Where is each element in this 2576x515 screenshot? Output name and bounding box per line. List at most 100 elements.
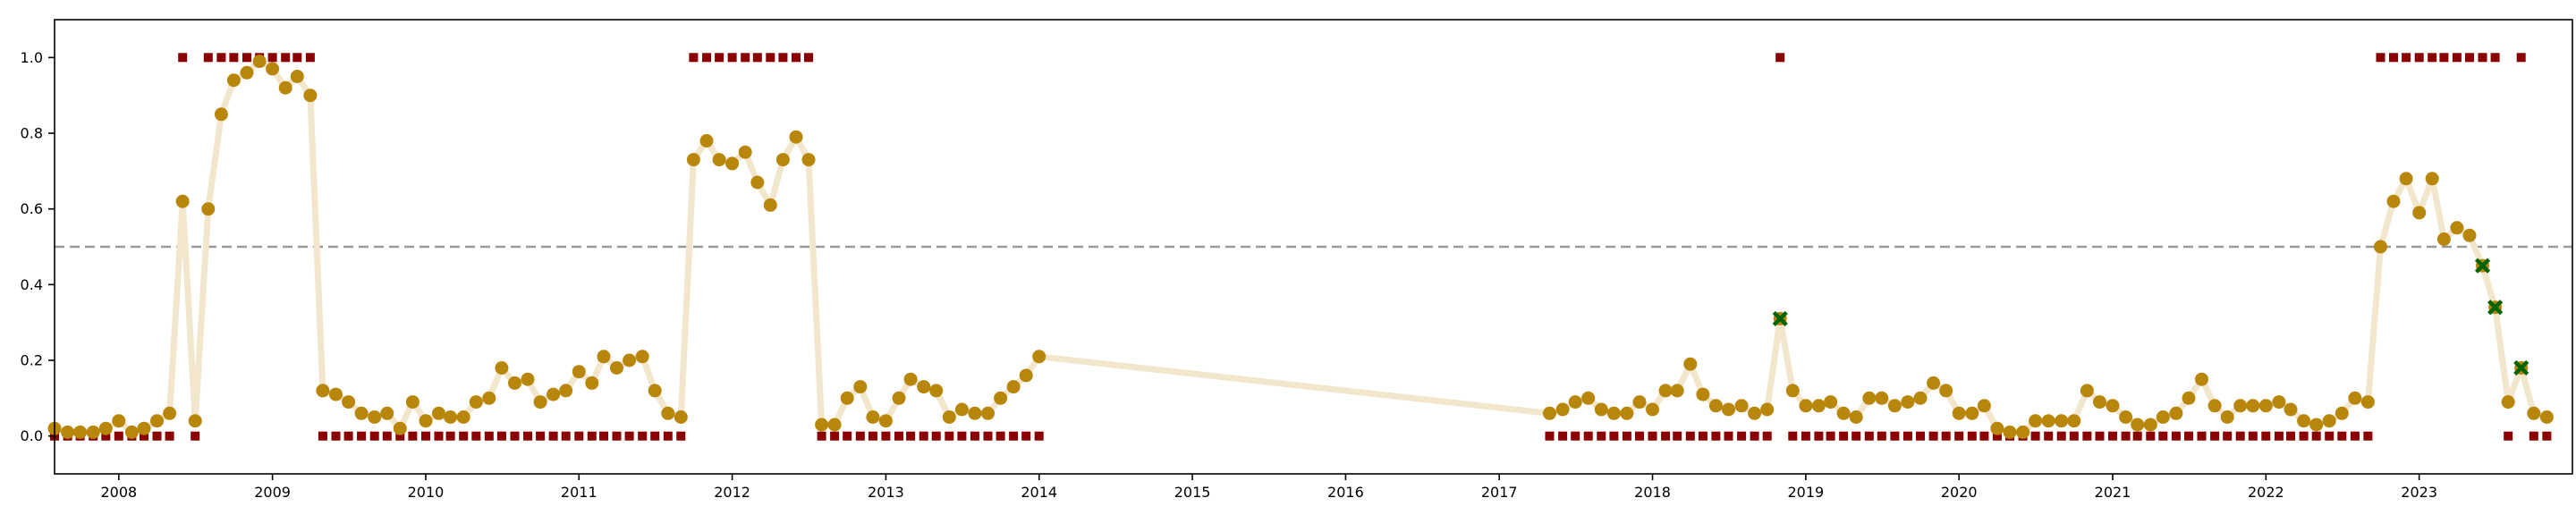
probability-point [1799, 399, 1813, 413]
label-marker [2056, 431, 2066, 441]
probability-point [661, 406, 675, 420]
label-marker [2184, 431, 2193, 441]
label-marker [369, 431, 379, 441]
probability-point [623, 353, 637, 367]
probability-point [456, 410, 470, 424]
label-marker [574, 431, 584, 441]
label-marker [1583, 431, 1593, 441]
probability-point [2527, 406, 2541, 420]
label-marker [2389, 53, 2398, 63]
label-marker [727, 53, 737, 63]
label-marker [2516, 53, 2526, 63]
probability-point [866, 410, 880, 424]
probability-point [1658, 384, 1673, 398]
x-tick-label: 2020 [1941, 484, 1978, 501]
probability-point [699, 134, 714, 148]
label-marker [242, 53, 251, 63]
probability-point [188, 414, 202, 428]
y-tick-label: 0.4 [21, 276, 43, 293]
probability-point [419, 414, 433, 428]
label-marker [152, 431, 162, 441]
label-marker [2311, 431, 2321, 441]
label-marker [983, 431, 993, 441]
probability-point [2220, 410, 2234, 424]
probability-point [547, 387, 561, 401]
probability-point [1849, 410, 1863, 424]
probability-point [163, 406, 177, 420]
label-marker [408, 431, 418, 441]
probability-point [2322, 414, 2336, 428]
label-marker [1762, 431, 1772, 441]
label-marker [1648, 431, 1657, 441]
label-marker [2210, 431, 2220, 441]
misclassified-marker [2487, 300, 2504, 316]
label-marker [140, 431, 148, 441]
probability-point [572, 365, 586, 379]
probability-point [1811, 399, 1826, 413]
probability-point [1683, 357, 1698, 371]
probability-point [763, 198, 777, 212]
x-tick-label: 2019 [1788, 484, 1825, 501]
label-marker [1711, 431, 1721, 441]
label-marker [1992, 431, 2002, 441]
label-marker [1941, 431, 1951, 441]
probability-point [725, 156, 740, 171]
label-marker [1839, 431, 1849, 441]
label-marker [2428, 53, 2437, 63]
probability-point [635, 350, 649, 364]
probability-point [2258, 399, 2273, 413]
probability-point [1722, 402, 1735, 417]
misclassified-cross-stroke [2487, 300, 2504, 316]
probability-point [2462, 228, 2477, 242]
label-marker [2095, 431, 2105, 441]
misclassified-cross-stroke [2513, 359, 2529, 376]
label-marker [114, 431, 123, 441]
label-marker [1545, 431, 1555, 441]
probability-point [968, 406, 982, 420]
probability-point [2143, 418, 2157, 432]
label-marker [2197, 431, 2207, 441]
label-marker [1622, 431, 1631, 441]
probability-point [1990, 421, 2004, 435]
probability-point [1543, 406, 1556, 420]
label-marker [2490, 53, 2500, 63]
probability-point [674, 410, 688, 424]
label-marker [216, 53, 226, 63]
probability-point [2016, 425, 2030, 439]
probability-point [278, 80, 292, 95]
label-marker [471, 431, 481, 441]
label-marker [689, 53, 699, 63]
probability-point [1760, 402, 1775, 417]
label-marker [715, 53, 724, 63]
probability-point [73, 425, 88, 439]
probability-point [2106, 399, 2120, 413]
probability-point [2003, 425, 2017, 439]
probability-point [585, 376, 599, 390]
label-marker [459, 431, 469, 441]
label-marker [817, 431, 826, 441]
label-marker [1928, 431, 1938, 441]
probability-point [2131, 418, 2145, 432]
label-marker [1877, 431, 1886, 441]
label-marker [1916, 431, 1925, 441]
label-marker [1685, 431, 1695, 441]
label-marker [612, 431, 622, 441]
label-marker [2171, 431, 2181, 441]
label-marker [1814, 431, 1824, 441]
probability-point [2436, 232, 2451, 246]
probability-point [994, 391, 1008, 405]
probability-point [380, 406, 394, 420]
label-marker [2350, 431, 2360, 441]
label-marker [1724, 431, 1733, 441]
label-marker [281, 53, 291, 63]
label-marker [919, 431, 928, 441]
probability-point [840, 391, 854, 405]
misclassified-marker [2474, 258, 2491, 274]
probability-point [1836, 406, 1851, 420]
probability-point [686, 153, 700, 167]
probability-point [789, 130, 803, 144]
label-marker [1775, 53, 1785, 63]
label-marker [1021, 431, 1031, 441]
probability-point [2450, 221, 2464, 235]
